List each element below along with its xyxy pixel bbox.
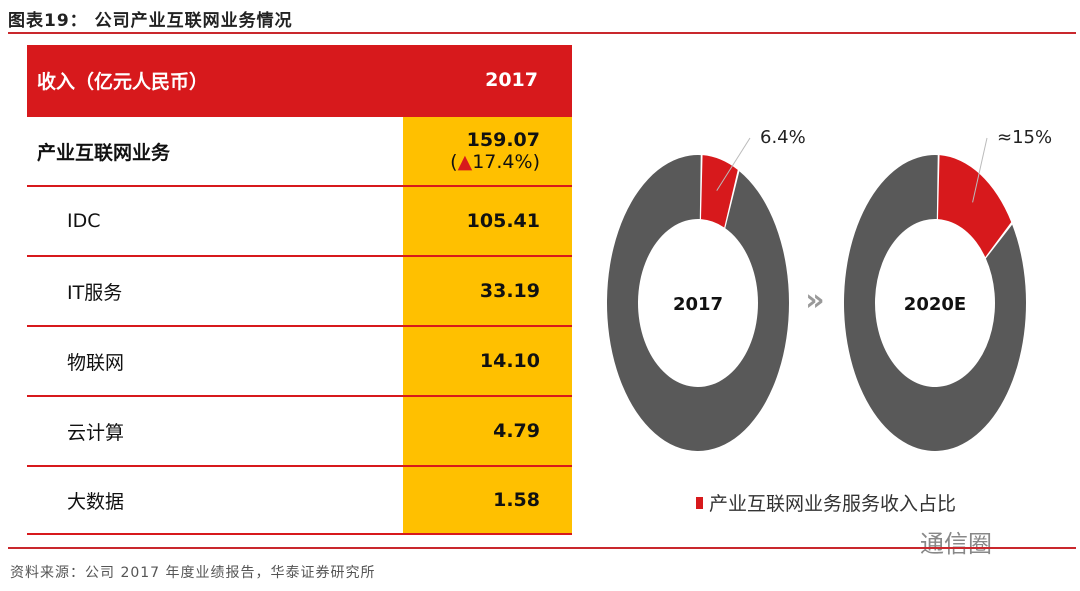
growth-rate: (▲17.4%) (450, 151, 540, 173)
donut-center-label: 2020E (904, 294, 966, 315)
row-value: 4.79 (403, 397, 572, 465)
row-label: IT服务 (67, 281, 123, 304)
table-row: IDC 105.41 (27, 185, 572, 255)
donut-rest-segment (843, 155, 1026, 451)
table-row: 云计算 4.79 (27, 395, 572, 465)
legend: 产业互联网业务服务收入占比 (696, 489, 956, 516)
row-label: 大数据 (67, 490, 125, 513)
arrow-chevrons-icon: » (805, 283, 824, 318)
up-triangle-icon: ▲ (457, 151, 473, 173)
title-divider (8, 32, 1076, 34)
leader-line (972, 137, 988, 203)
donut-center-label: 2017 (673, 294, 723, 315)
table-header: 收入（亿元人民币） 2017 (27, 45, 572, 115)
table-row: 物联网 14.10 (27, 325, 572, 395)
row-label: 产业互联网业务 (37, 141, 171, 164)
row-value: 105.41 (403, 187, 572, 255)
row-label: 云计算 (67, 421, 125, 444)
header-label: 收入（亿元人民币） (37, 70, 209, 93)
donut-share-segment (700, 155, 738, 228)
row-value: 159.07 (466, 129, 540, 151)
donut-share-segment (937, 155, 1012, 258)
donut-rest-segment (607, 154, 789, 452)
figure-title: 图表19： 公司产业互联网业务情况 (8, 11, 293, 31)
share-label: 6.4% (760, 127, 806, 148)
legend-label: 产业互联网业务服务收入占比 (709, 493, 957, 515)
table-row-main: 产业互联网业务 159.07 (▲17.4%) (27, 115, 572, 185)
header-year: 2017 (485, 69, 538, 91)
table-row: 大数据 1.58 (27, 465, 572, 535)
source-note: 资料来源：公司 2017 年度业绩报告，华泰证券研究所 (10, 565, 376, 581)
row-value: 14.10 (403, 327, 572, 395)
leader-line (716, 137, 751, 191)
legend-swatch (696, 496, 703, 509)
row-label: IDC (67, 210, 101, 232)
table-row: IT服务 33.19 (27, 255, 572, 325)
share-label: ≈15% (997, 127, 1052, 148)
footer-divider (8, 547, 1076, 549)
row-label: 物联网 (67, 351, 125, 374)
row-value: 33.19 (403, 257, 572, 325)
watermark: 通信圈 (920, 530, 992, 558)
row-value: 1.58 (403, 467, 572, 533)
revenue-table: 收入（亿元人民币） 2017 产业互联网业务 159.07 (▲17.4%) I… (27, 45, 572, 535)
